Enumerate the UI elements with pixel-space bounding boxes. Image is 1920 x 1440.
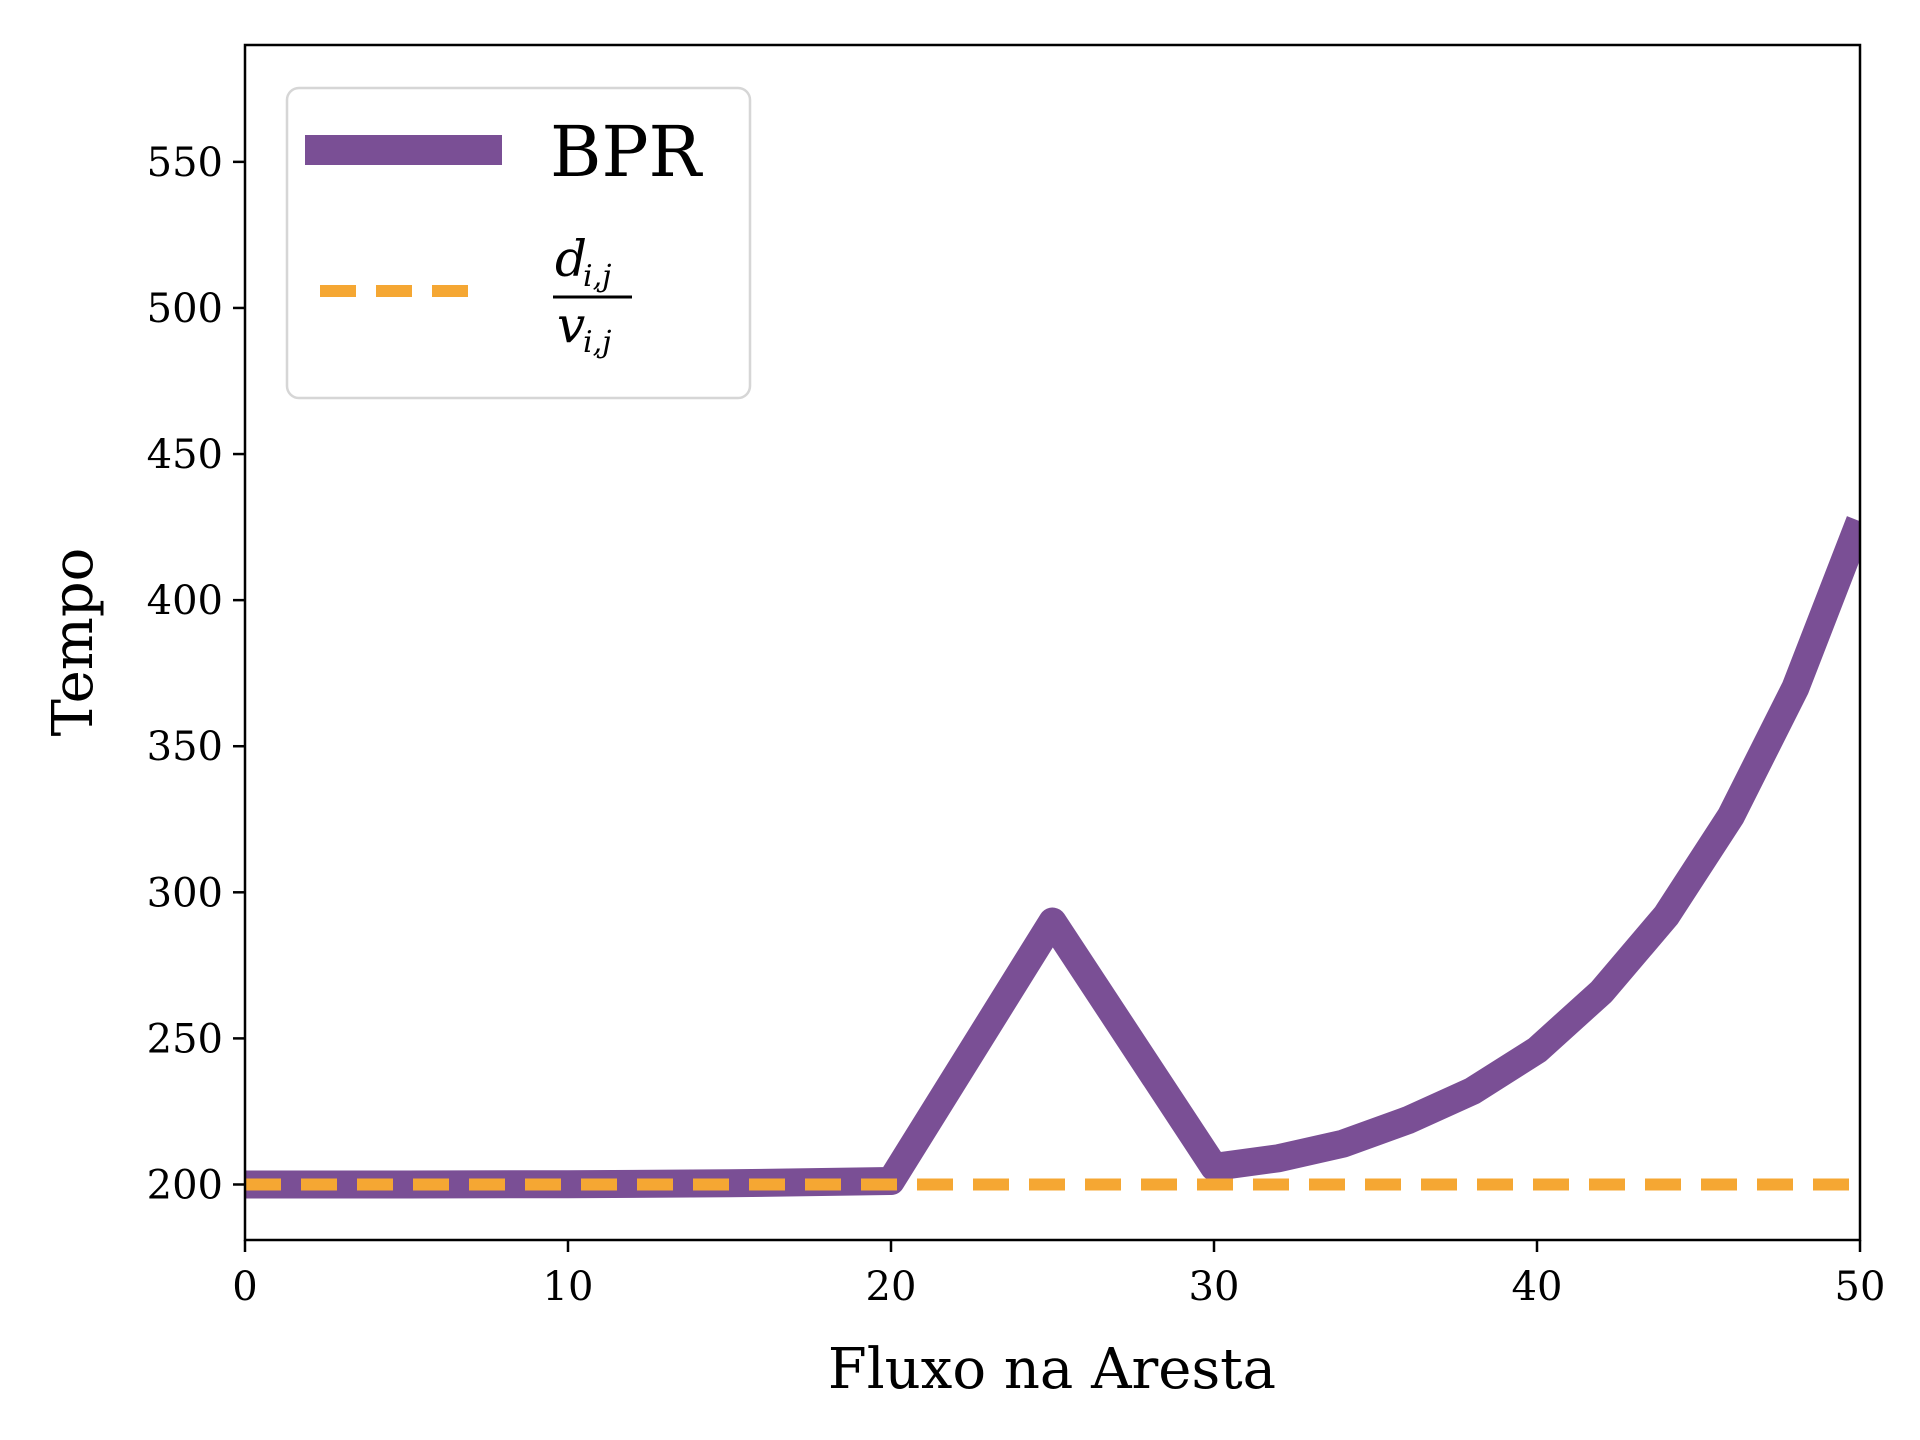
legend-ratio-denominator-subscript: i,j [583,325,611,360]
legend-label-ratio: d i,j v i,j [553,230,632,360]
legend-frame [285,86,752,400]
x-tick-label: 0 [232,1264,257,1310]
x-tick-label: 10 [543,1264,594,1310]
legend-label-bpr: BPR [550,111,704,193]
y-tick-label: 550 [147,140,223,186]
legend-ratio-numerator: d [555,230,587,288]
y-tick-label: 400 [147,578,223,624]
y-tick-label: 300 [147,870,223,916]
x-tick-label: 20 [866,1264,917,1310]
x-axis-label: Fluxo na Aresta [828,1337,1276,1402]
y-axis: 200 250 300 350 400 450 500 550 [147,140,245,1208]
legend: BPR d i,j v i,j [285,86,752,400]
x-tick-label: 40 [1512,1264,1563,1310]
plot-frame [243,43,1862,1242]
y-tick-label: 250 [147,1016,223,1062]
legend-ratio-numerator-subscript: i,j [583,259,611,294]
x-tick-label: 30 [1189,1264,1240,1310]
series-line-bpr [245,516,1860,1199]
legend-ratio-denominator: v [557,296,585,354]
x-tick-label: 50 [1835,1264,1886,1310]
y-tick-label: 200 [147,1162,223,1208]
y-tick-label: 450 [147,432,223,478]
y-tick-label: 350 [147,724,223,770]
y-tick-label: 500 [147,286,223,332]
x-axis: 0 10 20 30 40 50 [232,1240,1885,1310]
y-axis-label: Tempo [41,548,106,737]
